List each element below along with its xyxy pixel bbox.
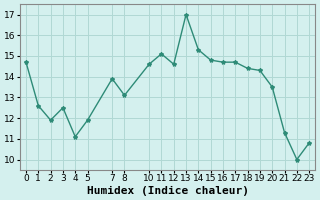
X-axis label: Humidex (Indice chaleur): Humidex (Indice chaleur) <box>87 186 249 196</box>
